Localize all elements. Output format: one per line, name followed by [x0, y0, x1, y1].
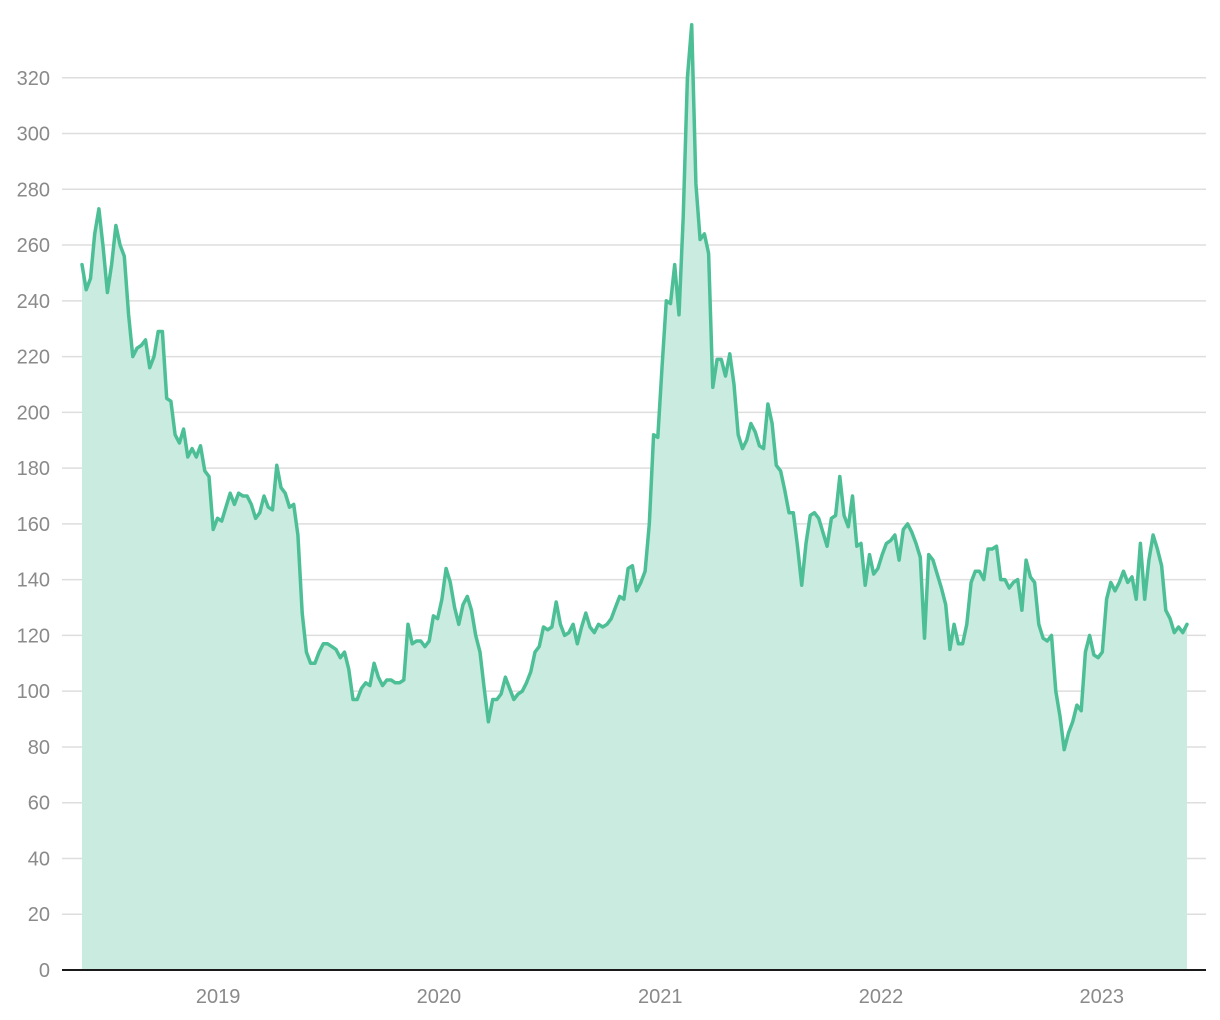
- x-axis-ticks: 2019 2020 2021 2022 2023: [196, 986, 1124, 1008]
- y-tick-label: 20: [28, 904, 50, 926]
- y-tick-label: 0: [39, 960, 50, 982]
- y-tick-label: 180: [17, 458, 50, 480]
- y-tick-label: 80: [28, 737, 50, 759]
- y-tick-label: 120: [17, 625, 50, 647]
- area-fill: [82, 24, 1187, 971]
- y-tick-label: 260: [17, 235, 50, 257]
- x-tick-label: 2022: [859, 986, 904, 1008]
- x-tick-label: 2023: [1079, 986, 1124, 1008]
- x-tick-label: 2020: [417, 986, 462, 1008]
- x-tick-label: 2019: [196, 986, 241, 1008]
- y-tick-label: 60: [28, 793, 50, 815]
- y-tick-label: 220: [17, 347, 50, 369]
- y-tick-label: 320: [17, 68, 50, 90]
- y-tick-label: 100: [17, 681, 50, 703]
- y-tick-label: 300: [17, 124, 50, 146]
- y-tick-label: 280: [17, 179, 50, 201]
- y-tick-label: 200: [17, 402, 50, 424]
- y-tick-label: 140: [17, 570, 50, 592]
- y-tick-label: 40: [28, 848, 50, 870]
- x-tick-label: 2021: [638, 986, 683, 1008]
- y-axis-ticks: 0 20 40 60 80 100 120 140 160 180 200 220 240 260 280 3…: [17, 68, 50, 982]
- y-tick-label: 240: [17, 291, 50, 313]
- y-tick-label: 160: [17, 514, 50, 536]
- series-line: [80, 23, 1189, 752]
